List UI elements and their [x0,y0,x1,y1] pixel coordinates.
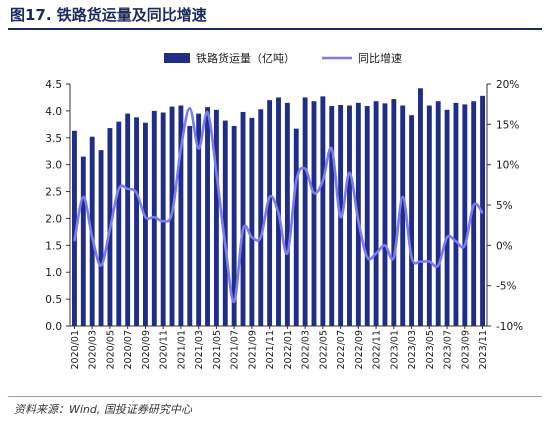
left-tick-label: 2.5 [45,187,62,199]
left-tick-label: 3.0 [45,160,62,172]
bar [382,103,388,326]
source-divider [8,396,542,397]
x-tick-label: 2021/05 [212,330,223,369]
bar [293,128,299,326]
x-tick-label: 2020/09 [141,330,152,369]
x-tick-label: 2021/03 [194,330,205,369]
bar [391,99,397,327]
x-tick-label: 2022/11 [372,330,383,369]
bar [453,102,459,326]
x-tick-label: 2023/07 [443,330,454,369]
bar [231,125,237,327]
x-tick-label: 2020/07 [123,330,134,369]
right-tick-label: -10% [496,321,523,333]
bar [329,106,335,326]
bar [426,105,432,326]
figure-title: 图17. 铁路货运量及同比增速 [10,6,207,24]
x-tick-label: 2023/03 [407,330,418,369]
bar [98,150,104,326]
right-tick-label: -5% [496,281,516,293]
bar [213,109,219,327]
bar [284,102,290,326]
bar [222,120,228,327]
bar [116,121,122,327]
x-tick-label: 2021/07 [230,330,241,369]
bar [373,101,379,326]
bar [409,115,415,327]
legend-label-line: 同比增速 [358,51,402,65]
bar [320,96,326,326]
bar [134,117,139,326]
bar [364,106,370,326]
bar [462,104,468,327]
x-tick-label: 2022/09 [354,330,365,369]
yoy-growth-line [73,106,484,304]
left-tick-label: 3.5 [45,133,62,145]
left-tick-label: 4.5 [45,79,62,91]
x-tick-label: 2022/03 [301,330,312,369]
bar [125,113,131,326]
right-tick-label: 0% [496,240,513,252]
x-tick-label: 2020/05 [105,330,116,369]
bar [302,97,308,326]
bar [240,111,246,326]
left-tick-label: 1.5 [45,240,62,252]
title-underline [8,28,542,30]
bar [196,113,202,326]
bar [400,105,406,326]
x-tick-label: 2020/01 [70,330,81,369]
right-tick-label: 10% [496,160,519,172]
x-tick-label: 2023/09 [460,330,471,369]
right-tick-label: 5% [496,200,513,212]
left-tick-label: 2.0 [45,213,62,225]
bar [142,122,148,326]
x-tick-label: 2023/05 [425,330,436,369]
bar [258,109,264,326]
x-tick-label: 2020/11 [159,330,170,369]
left-tick-label: 4.0 [45,106,62,118]
x-tick-label: 2021/11 [265,330,276,369]
bar [80,156,86,326]
bar [267,100,273,326]
x-tick-label: 2023/01 [389,330,400,369]
bar [249,117,255,326]
x-tick-label: 2020/03 [88,330,99,369]
x-tick-label: 2022/05 [318,330,329,369]
x-tick-label: 2021/09 [247,330,258,369]
bar [160,112,166,326]
x-tick-label: 2023/11 [478,330,489,369]
bar [311,101,317,326]
bar [471,101,477,326]
bar [187,125,193,327]
left-tick-label: 1.0 [45,267,62,279]
bar [205,107,210,326]
bar [178,105,184,326]
bar [347,105,352,326]
x-tick-label: 2022/07 [336,330,347,369]
legend-swatch-bar [164,53,190,63]
right-tick-label: 20% [496,79,519,91]
bar [444,109,450,327]
bar [435,101,441,326]
x-tick-label: 2021/01 [176,330,187,369]
x-tick-label: 2022/01 [283,330,294,369]
right-tick-label: 15% [496,119,519,131]
legend-label-bar: 铁路货运量（亿吨） [196,51,295,65]
bar [418,88,423,327]
bar [71,130,77,326]
left-tick-label: 0.0 [45,321,62,333]
source-note: 资料来源：Wind, 国投证券研究中心 [14,403,192,416]
left-tick-label: 0.5 [45,294,62,306]
